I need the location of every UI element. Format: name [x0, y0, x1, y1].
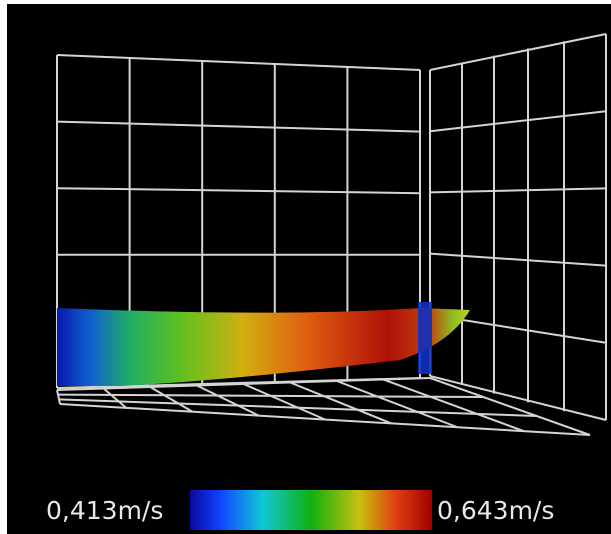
side-wall-line: [429, 375, 607, 421]
colorbar-min-label: 0,413m/s: [46, 496, 163, 525]
back-wall-line: [56, 120, 421, 133]
colorbar: [190, 490, 432, 530]
floor-line: [102, 387, 127, 409]
back-wall-line: [56, 54, 421, 71]
floor-line: [196, 384, 260, 417]
side-wall-line: [429, 110, 607, 133]
background: [7, 4, 611, 534]
back-wall-line: [56, 187, 421, 195]
flow-surface: [57, 308, 470, 386]
floor-line: [243, 383, 326, 421]
floor-line: [56, 389, 61, 405]
floor-line: [429, 377, 591, 436]
side-wall-line: [429, 33, 607, 71]
side-wall-line: [429, 187, 607, 194]
floor-line: [289, 381, 392, 425]
floor-line: [336, 380, 458, 429]
colorbar-max-label: 0,643m/s: [437, 496, 554, 525]
grid: [56, 33, 607, 436]
side-wall-line: [429, 252, 607, 267]
floor-line: [383, 378, 525, 433]
flow-edge: [418, 302, 432, 374]
floor-line: [149, 386, 194, 413]
